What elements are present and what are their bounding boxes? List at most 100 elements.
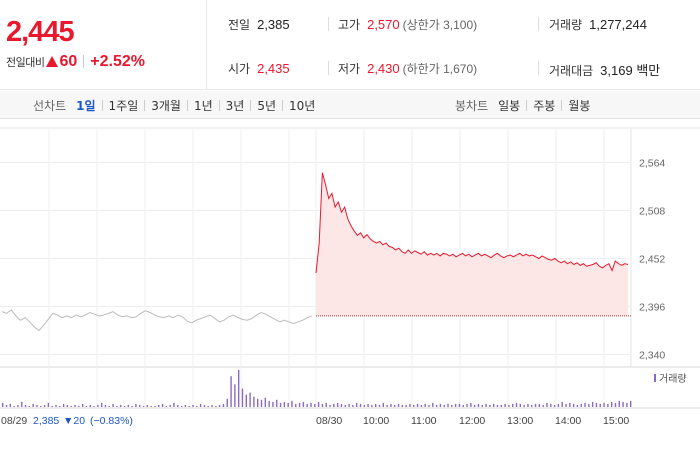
line-chart-label: 선차트 — [33, 99, 67, 113]
volume-bar — [576, 404, 579, 407]
volume-bar — [298, 402, 301, 407]
up-arrow-icon — [46, 56, 59, 67]
volume-bar — [66, 404, 69, 407]
volume-bar — [401, 404, 404, 407]
volume-legend-label: 거래량 — [659, 373, 687, 385]
x-tick-label: 13:00 — [507, 415, 533, 427]
period-1d[interactable]: 1일 — [76, 99, 96, 113]
volume-bar — [161, 403, 164, 407]
volume-bar — [112, 403, 114, 407]
prev-day-change-pct: (−0.83%) — [90, 415, 133, 427]
volume-bar — [268, 400, 270, 407]
volume-bar — [245, 394, 247, 407]
volume-bar — [344, 404, 346, 407]
divider — [83, 55, 85, 68]
stat-label: 전일 — [228, 18, 251, 32]
volume-bar — [100, 402, 103, 407]
volume-bar — [527, 403, 529, 407]
volume-bar — [439, 403, 442, 407]
volume-bar — [489, 404, 491, 407]
change-label: 전일대비 — [6, 56, 45, 69]
volume-bar — [386, 404, 388, 407]
volume-bar — [348, 403, 350, 407]
price-chart[interactable]: 2,564 2,508 2,452 2,396 2,340 08/29 08/30 10:0… — [0, 120, 700, 450]
candle-monthly[interactable]: 월봉 — [568, 99, 591, 113]
stat-label: 저가 — [338, 62, 361, 76]
volume-bar — [405, 404, 407, 407]
volume-bar — [390, 403, 392, 407]
candle-daily[interactable]: 일봉 — [498, 99, 521, 113]
volume-bar — [230, 376, 232, 407]
volume-bar — [24, 404, 27, 407]
volume-bar — [340, 403, 343, 407]
price-chart-svg: 2,564 2,508 2,452 2,396 2,340 08/29 08/30 10:0… — [0, 127, 700, 427]
volume-bar — [462, 404, 464, 407]
volume-bar — [146, 404, 149, 407]
stat-value: 2,435 — [257, 61, 290, 76]
volume-legend-swatch — [654, 374, 656, 382]
y-tick-label: 2,340 — [639, 350, 665, 362]
stat-label: 거래대금 — [549, 64, 594, 78]
volume-bar — [5, 404, 8, 407]
divider — [538, 61, 539, 75]
volume-bar — [352, 404, 354, 407]
change-percent: +2.52% — [90, 53, 145, 70]
volume-bar — [272, 401, 274, 407]
volume-bar — [257, 398, 259, 407]
period-3m[interactable]: 3개월 — [151, 99, 181, 113]
chart-grid — [0, 127, 700, 409]
period-3y[interactable]: 3년 — [225, 99, 245, 113]
divider — [101, 100, 103, 111]
volume-bar — [618, 400, 620, 407]
y-tick-label: 2,452 — [639, 254, 665, 266]
volume-bar — [626, 402, 628, 407]
volume-bar — [542, 404, 544, 407]
volume-bar — [89, 404, 91, 407]
volume-bar — [333, 403, 335, 407]
volume-bar — [295, 403, 297, 407]
volume-bar — [158, 404, 160, 407]
period-1y[interactable]: 1년 — [193, 99, 213, 113]
volume-bar — [81, 403, 84, 407]
volume-bar — [420, 404, 423, 407]
volume-bar — [279, 402, 282, 407]
volume-bar — [424, 403, 426, 407]
divider — [218, 100, 220, 111]
volume-bar — [451, 404, 453, 407]
volume-bar — [287, 402, 289, 407]
volume-bar — [28, 405, 31, 407]
volume-bar — [108, 405, 110, 407]
divider — [328, 17, 329, 31]
period-10y[interactable]: 10년 — [289, 99, 316, 113]
stat-value: 2,430 — [367, 61, 400, 76]
volume-bar — [584, 402, 586, 407]
volume-bar — [177, 404, 179, 407]
volume-bar — [207, 405, 209, 407]
volume-bar — [253, 396, 255, 407]
candle-weekly[interactable]: 주봉 — [533, 99, 556, 113]
volume-bar — [211, 404, 213, 407]
volume-bar — [192, 404, 194, 407]
volume-bar — [607, 403, 609, 407]
stat-high: 고가 2,570 (상한가 3,100) — [338, 16, 477, 33]
volume-bar — [397, 403, 400, 407]
volume-bar — [264, 397, 267, 407]
volume-bar — [165, 405, 168, 407]
volume-bar — [561, 401, 563, 407]
volume-bar — [21, 401, 23, 407]
period-1w[interactable]: 1주일 — [108, 99, 139, 113]
divider — [144, 100, 146, 111]
volume-bar — [276, 399, 278, 407]
volume-bar — [116, 405, 118, 407]
volume-bars — [2, 370, 632, 407]
volume-bar — [283, 401, 286, 407]
volume-bar — [249, 392, 251, 407]
volume-bar — [85, 405, 88, 407]
volume-bar — [550, 403, 552, 407]
volume-bar — [2, 402, 4, 407]
y-tick-label: 2,508 — [639, 206, 665, 218]
y-tick-label: 2,396 — [639, 302, 665, 314]
period-5y[interactable]: 5년 — [257, 99, 277, 113]
volume-bar — [523, 404, 525, 407]
volume-bar — [47, 402, 50, 407]
